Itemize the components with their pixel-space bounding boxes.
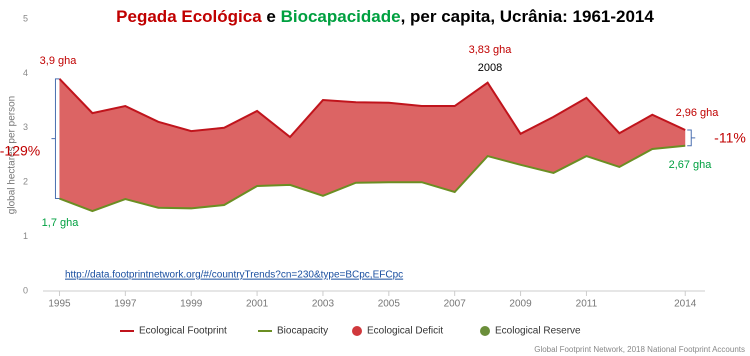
y-tick-label: 0 <box>23 285 28 295</box>
legend-label: Ecological Footprint <box>139 326 227 337</box>
series-line <box>59 144 686 213</box>
y-tick-label: 2 <box>23 177 28 187</box>
annotation: 2,96 gha <box>676 107 720 119</box>
x-tick-label: 2001 <box>246 299 269 310</box>
y-tick-label: 5 <box>23 13 28 23</box>
title-part: Biocapacidade <box>281 7 401 26</box>
y-tick-label: 4 <box>23 68 28 78</box>
x-tick-label: 1997 <box>114 299 137 310</box>
annotation: 3,83 gha <box>469 44 513 56</box>
x-tick-label: 2007 <box>444 299 467 310</box>
x-tick-label: 1999 <box>180 299 203 310</box>
legend-label: Ecological Reserve <box>495 326 581 337</box>
x-tick-label: 1995 <box>48 299 71 310</box>
legend-swatch <box>352 326 362 336</box>
annotation: 3,9 gha <box>40 55 78 67</box>
source-link[interactable]: http://data.footprintnetwork.org/#/count… <box>65 270 403 281</box>
y-tick-label: 3 <box>23 122 28 132</box>
title-part: e <box>262 7 281 26</box>
annotation: 2008 <box>478 62 502 74</box>
annotation: 1,7 gha <box>42 217 80 229</box>
annotation: -11% <box>714 130 746 146</box>
series-line <box>58 78 686 139</box>
deficit-area <box>59 78 686 212</box>
legend-label: Biocapacity <box>277 326 328 337</box>
title-part: , per capita, Ucrânia: 1961-2014 <box>401 7 655 26</box>
legend-swatch <box>480 326 490 336</box>
x-tick-label: 2011 <box>576 299 598 310</box>
annotation: 2,67 gha <box>669 159 713 171</box>
source-note: Global Footprint Network, 2018 National … <box>534 345 745 354</box>
x-tick-label: 2005 <box>378 299 401 310</box>
title-part: Pegada Ecológica <box>116 7 262 26</box>
bracket <box>51 78 60 200</box>
y-tick-label: 1 <box>23 231 28 241</box>
annotation: -129% <box>0 143 40 159</box>
chart-title: Pegada Ecológica e Biocapacidade, per ca… <box>116 7 654 26</box>
y-axis-label: global hectares per person <box>7 96 18 214</box>
bracket <box>687 129 696 147</box>
x-tick-label: 2014 <box>674 299 697 310</box>
x-tick-label: 2003 <box>312 299 335 310</box>
x-tick-label: 2009 <box>509 299 532 310</box>
legend-label: Ecological Deficit <box>367 326 443 337</box>
